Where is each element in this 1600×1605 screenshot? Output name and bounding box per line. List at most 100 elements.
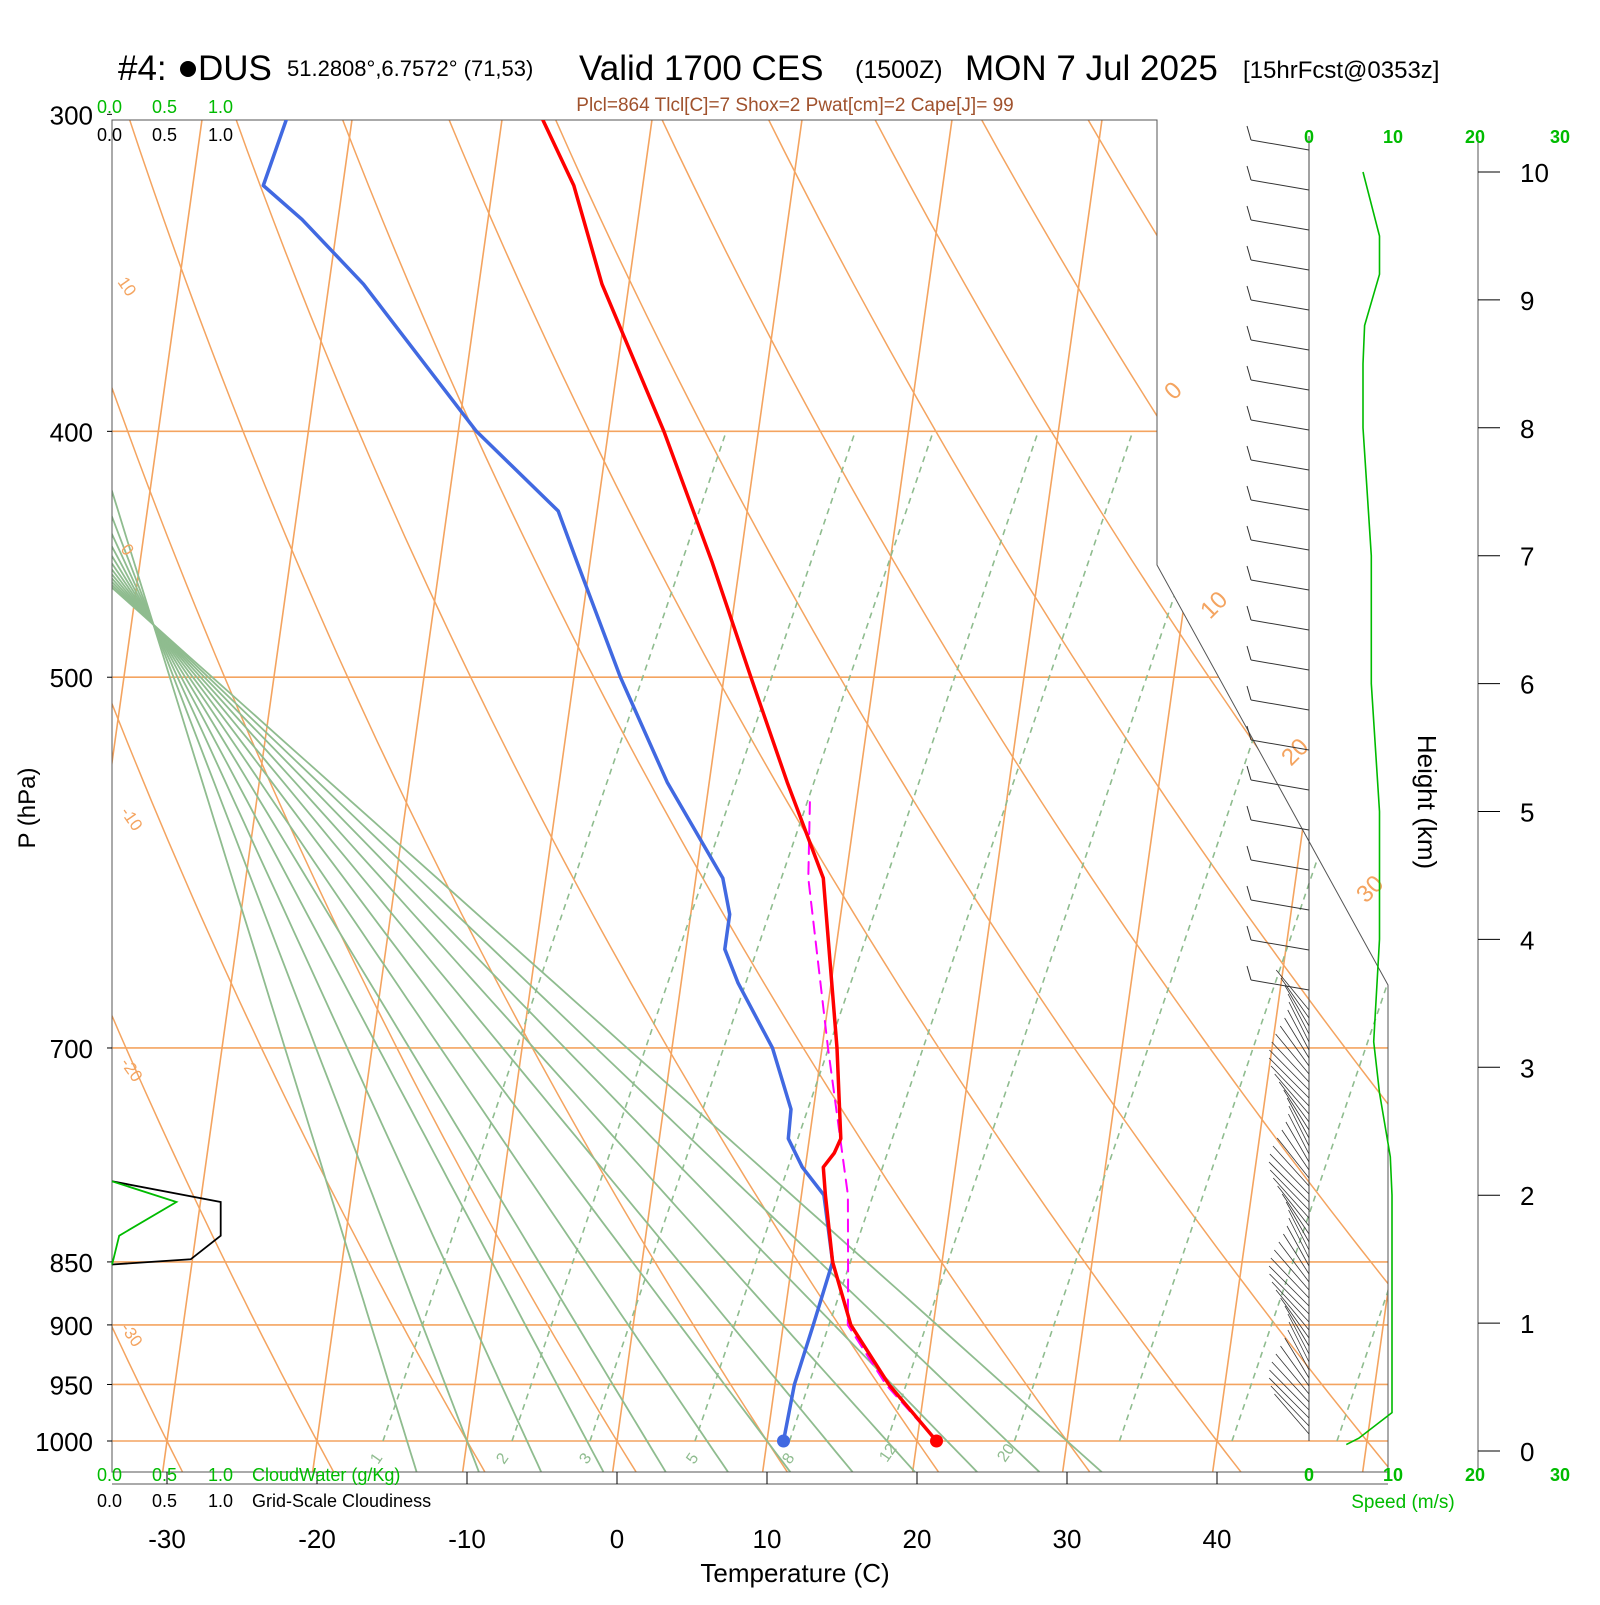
wind-barb	[1251, 660, 1309, 670]
cloudiness-scale-bottom-0: 0.0	[97, 1491, 122, 1511]
wind-barb	[1251, 340, 1309, 350]
wind-barb-flag	[1247, 566, 1251, 580]
wind-barb-flag	[1247, 486, 1251, 500]
mixing-ratio-line	[1337, 431, 1600, 1441]
wind-barb	[1251, 380, 1309, 390]
wind-barb-flag	[1247, 326, 1251, 340]
isotherm-label: 20	[1276, 733, 1314, 771]
cloudwater-scale-top-1: 0.5	[152, 97, 177, 117]
wind-barb-flag	[1247, 686, 1251, 700]
wind-scale-bottom-1: 10	[1383, 1465, 1403, 1485]
cloudiness-scale-top-2: 1.0	[208, 125, 233, 145]
wind-barb	[1251, 500, 1309, 510]
temperature-tick-label: 10	[753, 1524, 782, 1554]
height-tick-label: 0	[1520, 1437, 1534, 1467]
wind-barb	[1281, 978, 1309, 1018]
mixing-ratio-line	[512, 431, 855, 1441]
wind-barb	[1281, 1346, 1309, 1386]
isotherm-label: 10	[114, 273, 140, 299]
y-axis-title: P (hPa)	[14, 768, 41, 849]
wind-barb-flag	[1247, 286, 1251, 300]
x-axis-title: Temperature (C)	[700, 1558, 889, 1588]
wind-barb	[1289, 1002, 1309, 1042]
mixing-ratio-label: 20	[994, 1441, 1018, 1465]
surface-temperature-marker	[930, 1435, 943, 1448]
wind-barb	[1270, 1274, 1309, 1314]
wind-barb	[1288, 1114, 1309, 1154]
cloud-panel	[112, 1181, 221, 1264]
cloudwater-scale-top-2: 1.0	[208, 97, 233, 117]
pressure-tick-label: 950	[50, 1370, 93, 1400]
wind-barb	[1251, 580, 1309, 590]
cloudwater-scale-bottom-1: 0.5	[152, 1465, 177, 1485]
wind-barb	[1272, 1362, 1309, 1402]
temperature-tick-label: 0	[610, 1524, 624, 1554]
wind-barb-flag	[1247, 526, 1251, 540]
moist-adiabat-line	[0, 0, 680, 1495]
wind-barb-flag	[1247, 886, 1251, 900]
stability-indices: Plcl=864 Tlcl[C]=7 Shox=2 Pwat[cm]=2 Cap…	[576, 95, 1013, 116]
wind-barb-flag	[1247, 846, 1251, 860]
isotherm-label: 10	[1195, 586, 1233, 624]
sounding-profiles	[93, 0, 936, 1441]
station-dot-icon	[180, 61, 196, 77]
mixing-ratio-label: 5	[683, 1450, 702, 1467]
wind-barb-flag	[1247, 366, 1251, 380]
wind-speed-axis-label: Speed (m/s)	[1351, 1492, 1454, 1513]
wind-scale-bottom-0: 0	[1304, 1465, 1314, 1485]
temperature-tick-label: -20	[298, 1524, 336, 1554]
mixing-ratio-line	[695, 431, 1038, 1441]
isotherm-line	[759, 0, 987, 1495]
wind-barb	[1275, 1074, 1309, 1114]
height-axis-title: Height (km)	[1412, 735, 1442, 869]
cloudiness-scale-top-1: 0.5	[152, 125, 177, 145]
wind-barb	[1251, 620, 1309, 630]
mixing-ratio-label: 12	[876, 1441, 900, 1465]
wind-barb	[1251, 140, 1309, 150]
pressure-tick-label: 700	[50, 1034, 93, 1064]
wind-barb	[1281, 1298, 1309, 1338]
isotherm-line	[1359, 0, 1587, 1495]
wind-barb	[1288, 1330, 1309, 1370]
cloudiness-line	[112, 1181, 221, 1264]
pressure-tick-label: 500	[50, 663, 93, 693]
mixing-ratio-label: 2	[493, 1450, 512, 1467]
height-tick-label: 8	[1520, 414, 1534, 444]
pressure-tick-label: 1000	[35, 1427, 93, 1457]
moist-adiabat-line	[0, 0, 1063, 1495]
isotherm-line	[909, 0, 1137, 1495]
utc-label: (1500Z)	[855, 56, 943, 84]
wind-barb	[1251, 900, 1309, 910]
wind-scale-top-1: 10	[1383, 127, 1403, 147]
wind-barb-flag	[1247, 646, 1251, 660]
pressure-tick-label: 900	[50, 1311, 93, 1341]
wind-speed-line	[1346, 172, 1392, 1445]
forecast-label: [15hrFcst@0353z]	[1243, 57, 1439, 84]
wind-barb	[1251, 180, 1309, 190]
isotherm-label: -20	[117, 1054, 147, 1085]
isotherm-line	[309, 0, 537, 1495]
wind-barb-flag	[1247, 926, 1251, 940]
date-label: MON 7 Jul 2025	[965, 49, 1218, 88]
station-id: #4:	[118, 49, 167, 88]
cloudiness-scale-bottom-1: 0.5	[152, 1491, 177, 1511]
wind-barb	[1251, 860, 1309, 870]
height-tick-label: 6	[1520, 670, 1534, 700]
temperature-tick-label: 20	[903, 1524, 932, 1554]
wind-barb	[1288, 1010, 1309, 1050]
moist-adiabat-line	[0, 0, 999, 1495]
wind-barb	[1271, 1258, 1309, 1298]
wind-barb	[1283, 1234, 1309, 1274]
wind-barb	[1251, 220, 1309, 230]
temperature-tick-label: -30	[148, 1524, 186, 1554]
surface-dewpoint-marker	[777, 1435, 790, 1448]
axes: 2503004005007008509009501000-30-20-10010…	[35, 0, 1549, 1554]
isotherm-label: 0	[1159, 377, 1188, 406]
height-tick-label: 7	[1520, 542, 1534, 572]
wind-barb	[1270, 1170, 1309, 1210]
wind-barb	[1274, 1394, 1309, 1434]
isotherm-label: -10	[117, 803, 147, 834]
cloudwater-line	[112, 1181, 176, 1264]
